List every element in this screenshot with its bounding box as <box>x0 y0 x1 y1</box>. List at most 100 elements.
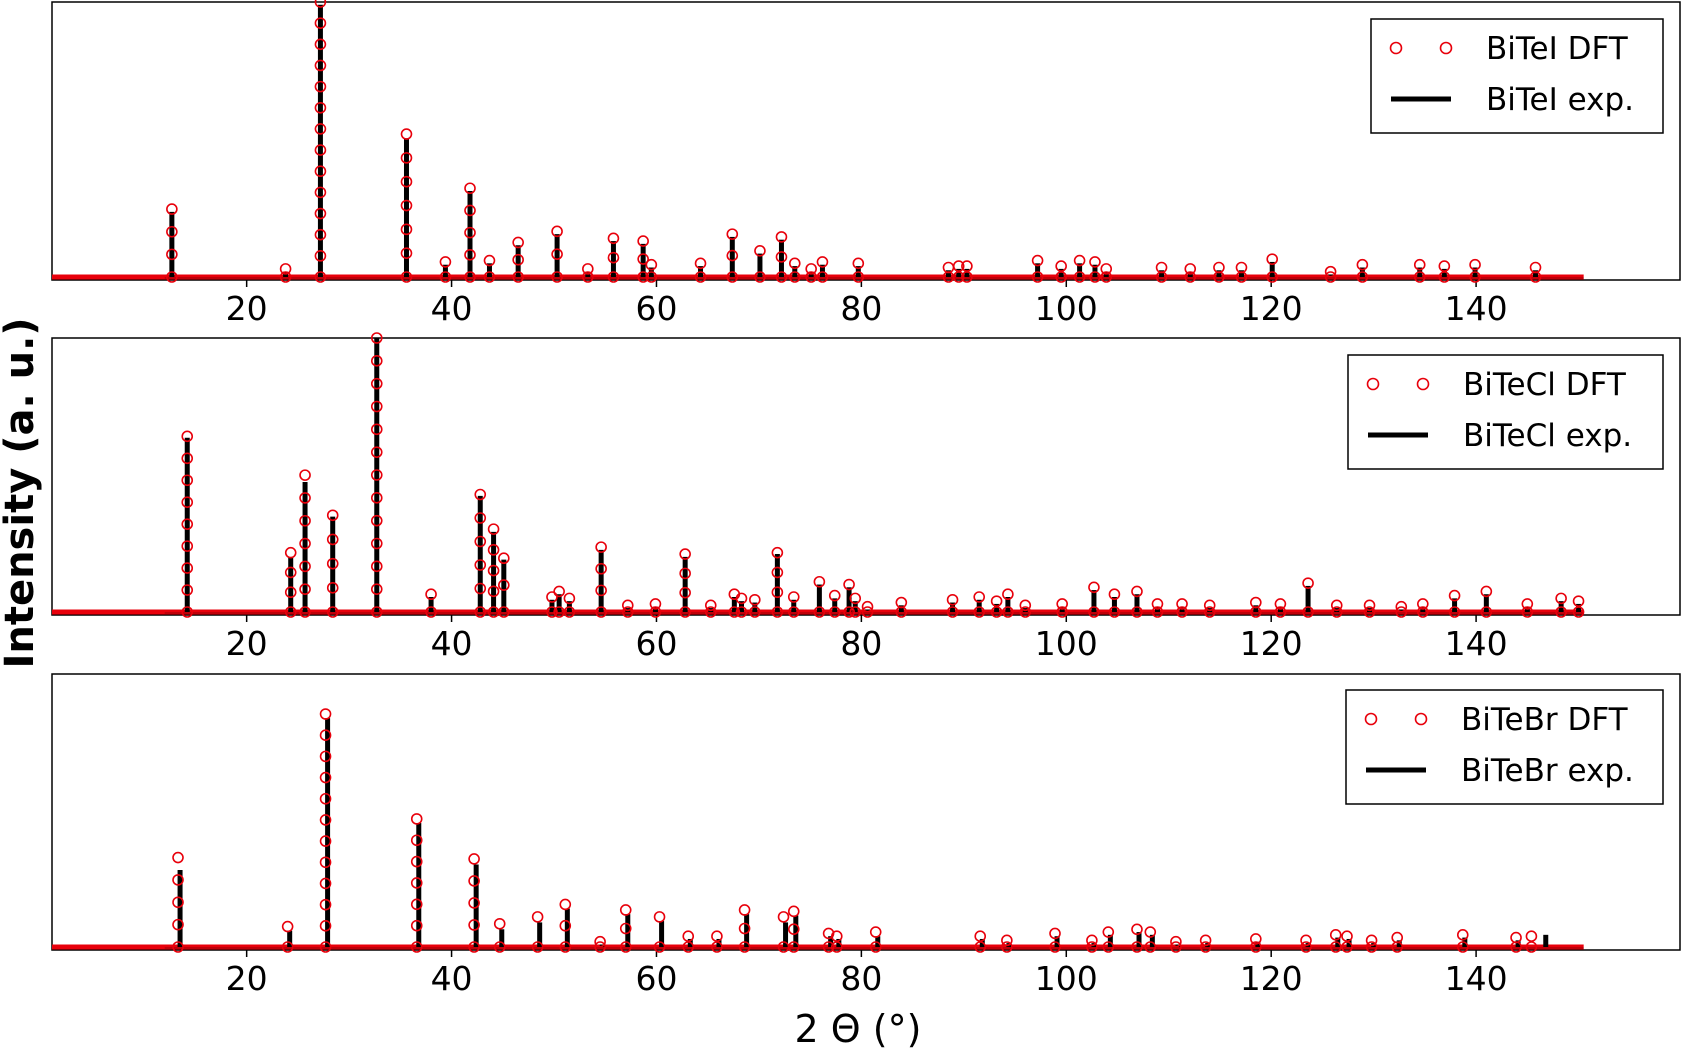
dft-marker <box>1089 271 1101 283</box>
legend-exp-label: BiTeBr exp. <box>1461 753 1634 789</box>
dft-marker <box>474 559 487 571</box>
dft-marker <box>1356 258 1369 271</box>
dft-marker <box>410 941 423 953</box>
dft-marker <box>281 920 294 933</box>
dft-marker <box>1088 581 1100 594</box>
dft-marker <box>498 552 510 565</box>
dft-marker <box>319 708 332 720</box>
dft-marker <box>172 918 184 931</box>
dft-marker <box>512 236 524 249</box>
dft-marker <box>679 586 691 599</box>
dft-marker <box>468 897 480 909</box>
dft-marker <box>326 509 339 522</box>
dft-marker <box>952 271 965 283</box>
dft-marker <box>1555 592 1567 605</box>
dft-marker <box>1144 941 1157 953</box>
dft-marker <box>468 919 480 931</box>
dft-marker <box>493 917 506 930</box>
dft-marker <box>1089 256 1101 268</box>
dft-marker <box>1363 599 1376 612</box>
dft-marker <box>1088 606 1100 618</box>
dft-marker <box>474 512 487 524</box>
dft-marker <box>181 562 194 574</box>
x-axis-title: 2 Θ (°) <box>795 1007 922 1051</box>
dft-marker <box>1456 929 1469 941</box>
dft-marker <box>830 930 843 943</box>
x-tick-label: 120 <box>1240 289 1303 328</box>
dft-marker <box>314 228 327 241</box>
dft-marker <box>464 204 476 217</box>
dft-marker <box>181 606 194 618</box>
dft-marker <box>1356 271 1369 283</box>
dft-marker <box>1341 930 1353 943</box>
dft-marker <box>1131 585 1143 598</box>
dft-marker <box>370 606 383 618</box>
dft-marker <box>645 258 658 271</box>
dft-marker <box>1144 926 1157 938</box>
dft-marker <box>682 930 695 943</box>
dft-marker <box>1131 923 1143 936</box>
dft-marker <box>1151 606 1164 618</box>
dft-marker <box>400 199 413 212</box>
dft-marker <box>299 560 311 573</box>
dft-marker <box>474 606 487 618</box>
dft-marker <box>649 606 662 618</box>
dft-marker <box>1073 254 1086 267</box>
dft-marker <box>704 606 717 618</box>
dft-marker <box>400 223 413 236</box>
dft-marker <box>973 591 985 603</box>
dft-marker <box>852 257 865 270</box>
dft-marker <box>1330 606 1343 618</box>
dft-marker <box>563 592 576 605</box>
dft-marker <box>314 165 327 178</box>
dft-marker <box>621 606 634 618</box>
dft-marker <box>843 606 855 618</box>
dft-marker <box>1086 934 1098 947</box>
dft-marker <box>410 834 423 847</box>
dft-marker <box>314 38 327 51</box>
dft-marker <box>728 606 741 618</box>
dft-marker <box>559 941 572 953</box>
dft-marker <box>410 919 423 932</box>
dft-marker <box>849 606 862 618</box>
dft-marker <box>1176 606 1188 618</box>
x-tick-label: 20 <box>226 624 268 663</box>
dft-marker <box>1100 263 1113 275</box>
dft-marker <box>594 935 606 948</box>
x-tick-label: 20 <box>226 289 268 328</box>
dft-marker <box>771 606 784 618</box>
dft-marker <box>1266 253 1279 265</box>
dft-marker <box>637 253 649 265</box>
panel-3: 20 40 60 80 100 120 140 BiTeBr DFT BiTeBr exp. <box>51 673 1681 998</box>
dft-marker <box>694 257 707 270</box>
y-axis-title: Intensity (a. u.) <box>0 317 43 668</box>
dft-marker <box>1521 606 1534 618</box>
legend-dft-marker <box>1364 712 1378 726</box>
dft-marker <box>172 941 184 953</box>
dft-marker <box>314 123 327 135</box>
dft-marker <box>181 518 194 530</box>
dft-marker <box>319 792 332 805</box>
dft-marker <box>370 492 383 504</box>
panel-1: 20 40 60 80 100 120 140 BiTeI DFT BiTeI exp. <box>51 0 1681 328</box>
dft-marker <box>284 546 297 559</box>
dft-marker <box>1417 606 1429 618</box>
dft-marker <box>1235 261 1248 274</box>
dft-marker <box>738 941 751 953</box>
dft-marker <box>314 271 327 283</box>
dft-marker <box>1391 931 1404 944</box>
dft-marker <box>1555 606 1567 618</box>
legend-dft-marker <box>1366 377 1380 391</box>
dft-marker <box>1031 254 1044 267</box>
dft-marker <box>1525 930 1538 943</box>
dft-marker <box>531 911 544 923</box>
dft-marker <box>493 941 506 953</box>
legend-exp-label: BiTeI exp. <box>1486 82 1634 118</box>
dft-marker <box>370 377 383 390</box>
dft-marker <box>1274 598 1287 610</box>
dft-marker <box>726 271 739 283</box>
dft-marker <box>1019 606 1032 618</box>
dft-marker <box>1572 606 1585 618</box>
dft-marker <box>726 249 739 262</box>
